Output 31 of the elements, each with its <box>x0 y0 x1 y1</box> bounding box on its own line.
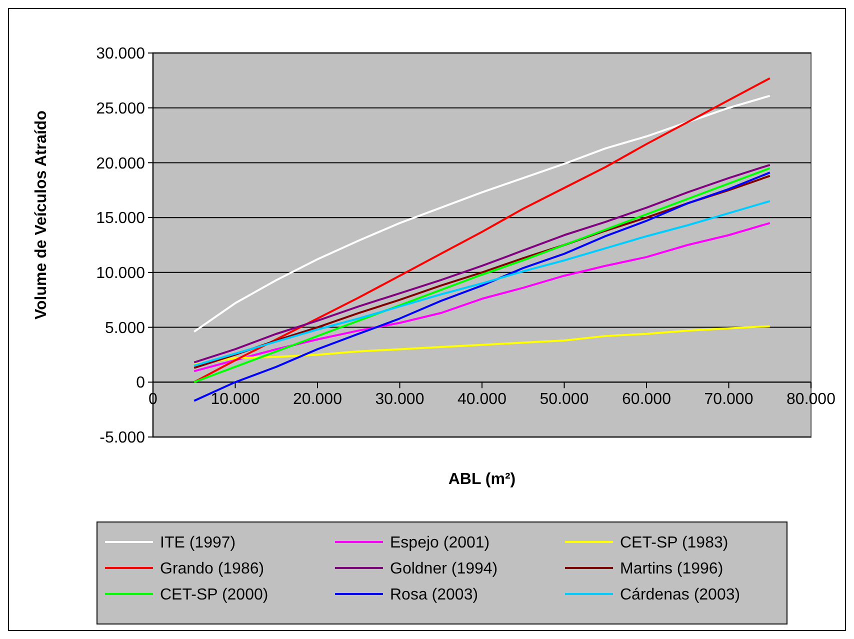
line-series <box>193 77 771 384</box>
x-axis-title: ABL (m²) <box>448 471 516 488</box>
y-tick-label: 20.000 <box>96 155 146 172</box>
legend-label: Martins (1996) <box>620 560 724 578</box>
x-tick-label: 80.000 <box>786 391 836 408</box>
x-tick-label: 20.000 <box>293 391 342 408</box>
x-tick-label: 30.000 <box>375 391 424 408</box>
x-tick-label: 70.000 <box>704 391 754 408</box>
legend-label: ITE (1997) <box>160 534 236 552</box>
x-tick-label: 60.000 <box>622 391 672 408</box>
y-axis-title: Volume de Veículos Atraído <box>33 110 50 320</box>
y-tick-label: 10.000 <box>96 265 146 282</box>
y-tick-label: 15.000 <box>96 210 146 228</box>
line-series <box>193 325 771 366</box>
legend-label: Grando (1986) <box>160 560 264 578</box>
y-tick-label: 25.000 <box>96 100 146 118</box>
x-tick-label: 40.000 <box>458 391 507 408</box>
legend-label: Espejo (2001) <box>390 534 490 552</box>
x-tick-label: 10.000 <box>210 391 260 408</box>
y-tick-label: 0 <box>136 374 146 392</box>
y-tick-label: 30.000 <box>96 46 146 63</box>
legend-label: Rosa (2003) <box>390 586 478 604</box>
line-series <box>193 222 771 372</box>
line-series <box>193 94 771 333</box>
y-tick-label: -5.000 <box>100 430 146 447</box>
legend-label: Cárdenas (2003) <box>620 586 740 604</box>
legend-label: Goldner (1994) <box>390 560 498 578</box>
x-tick-label: 50.000 <box>540 391 589 408</box>
y-tick-label: 5.000 <box>104 320 146 337</box>
legend-label: CET-SP (1983) <box>620 534 728 552</box>
legend-label: CET-SP (2000) <box>160 586 268 604</box>
